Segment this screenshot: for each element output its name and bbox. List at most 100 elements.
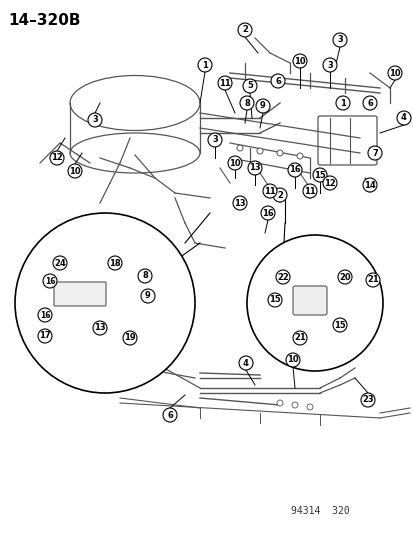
Circle shape [337,270,351,284]
Circle shape [335,96,349,110]
Text: 19: 19 [124,334,135,343]
Circle shape [302,184,316,198]
Circle shape [138,269,152,283]
Circle shape [306,404,312,410]
Text: 24: 24 [54,259,66,268]
Text: 1: 1 [339,99,345,108]
Circle shape [88,113,102,127]
Circle shape [247,161,261,175]
Circle shape [93,321,107,335]
Circle shape [238,356,252,370]
Circle shape [267,293,281,307]
Circle shape [271,74,284,88]
Circle shape [322,58,336,72]
Circle shape [296,153,302,159]
Circle shape [291,402,297,408]
Circle shape [197,58,211,72]
Circle shape [365,273,379,287]
Text: 3: 3 [326,61,332,69]
Text: 14: 14 [363,181,375,190]
Text: 10: 10 [287,356,298,365]
Text: 3: 3 [211,135,217,144]
Circle shape [276,400,282,406]
Text: 13: 13 [249,164,260,173]
Circle shape [53,256,67,270]
Text: 15: 15 [333,320,345,329]
Circle shape [256,148,262,154]
Text: 16: 16 [288,166,300,174]
Circle shape [292,331,306,345]
Circle shape [367,146,381,160]
FancyBboxPatch shape [54,282,106,306]
Text: 8: 8 [142,271,147,280]
Text: 94314  320: 94314 320 [290,506,349,516]
Text: 12: 12 [51,154,63,163]
Text: 13: 13 [94,324,106,333]
Circle shape [207,133,221,147]
Circle shape [163,408,177,422]
Text: 3: 3 [336,36,342,44]
Circle shape [312,168,326,182]
Text: 5: 5 [247,82,252,91]
Circle shape [262,184,276,198]
Text: 4: 4 [242,359,248,367]
Text: 9: 9 [145,292,150,301]
Circle shape [287,163,301,177]
Circle shape [362,96,376,110]
Circle shape [255,99,269,113]
Circle shape [362,178,376,192]
Circle shape [387,66,401,80]
Text: 13: 13 [234,198,245,207]
Text: 10: 10 [229,158,240,167]
Text: 7: 7 [371,149,377,157]
Circle shape [292,54,306,68]
Circle shape [276,150,282,156]
Circle shape [396,111,410,125]
FancyBboxPatch shape [292,286,326,315]
Circle shape [38,329,52,343]
Text: 21: 21 [366,276,378,285]
Circle shape [228,156,242,170]
Text: 3: 3 [92,116,97,125]
Text: 6: 6 [167,410,173,419]
Circle shape [108,256,122,270]
Text: 8: 8 [244,99,249,108]
Text: 11: 11 [304,187,315,196]
Circle shape [332,33,346,47]
Text: 6: 6 [274,77,280,85]
Text: 16: 16 [45,277,55,286]
Text: 2: 2 [242,26,247,35]
Text: 11: 11 [218,78,230,87]
Text: 14–320B: 14–320B [8,13,80,28]
Text: 9: 9 [259,101,265,110]
Text: 10: 10 [294,56,305,66]
Circle shape [275,270,289,284]
Circle shape [285,353,299,367]
Circle shape [38,308,52,322]
Text: 20: 20 [338,272,350,281]
Circle shape [322,176,336,190]
Text: 12: 12 [323,179,335,188]
Text: 15: 15 [313,171,325,180]
Circle shape [237,23,252,37]
Circle shape [123,331,137,345]
Text: 23: 23 [361,395,373,405]
Text: 17: 17 [39,332,51,341]
Text: 6: 6 [366,99,372,108]
Circle shape [50,151,64,165]
Text: 10: 10 [69,166,81,175]
Circle shape [332,318,346,332]
Text: 16: 16 [261,208,273,217]
Circle shape [68,164,82,178]
Text: 10: 10 [388,69,400,77]
Circle shape [15,213,195,393]
Text: 1: 1 [202,61,207,69]
Circle shape [240,96,254,110]
Text: 4: 4 [400,114,406,123]
Circle shape [242,79,256,93]
Text: 11: 11 [263,187,275,196]
Circle shape [218,76,231,90]
Circle shape [272,188,286,202]
Text: 15: 15 [268,295,280,304]
Circle shape [233,196,247,210]
